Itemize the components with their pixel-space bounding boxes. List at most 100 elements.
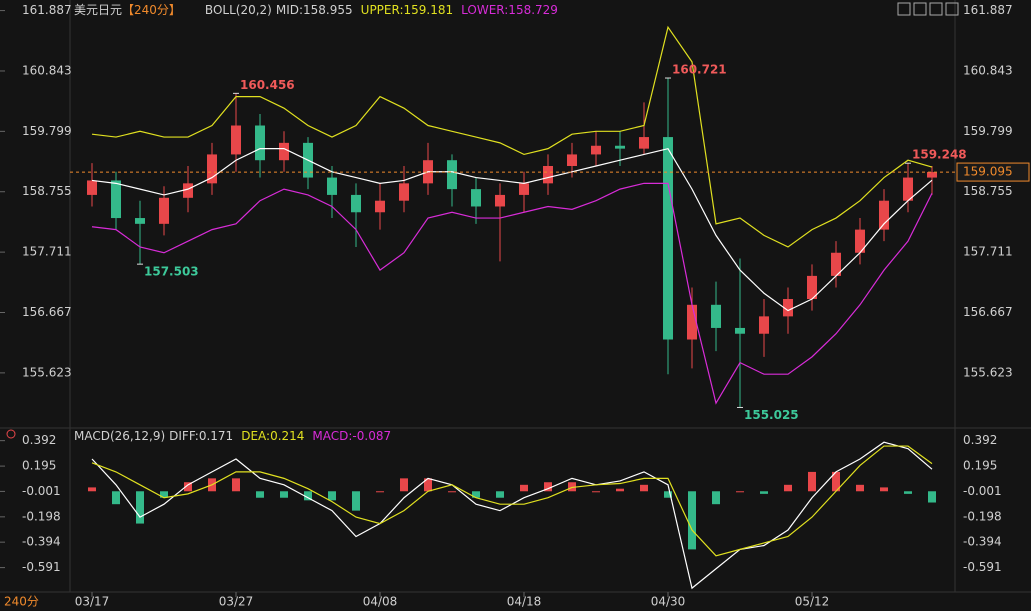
- macd-tick-label-right: 0.195: [963, 459, 997, 473]
- macd-bar: [832, 471, 840, 492]
- candle-body: [759, 316, 769, 334]
- dea-label: DEA:0.214: [241, 429, 304, 443]
- macd-bar: [472, 491, 480, 498]
- macd-tick-label: -0.394: [22, 535, 61, 549]
- macd-bar: [904, 491, 912, 494]
- macd-bar: [160, 491, 168, 498]
- macd-bar: [568, 482, 576, 492]
- macd-tick-label-right: -0.394: [963, 535, 1002, 549]
- x-tick-label: 04/08: [363, 595, 398, 609]
- candle-body: [255, 125, 265, 161]
- macd-tick-label-right: -0.198: [963, 509, 1002, 523]
- period-selector[interactable]: 240分: [4, 595, 39, 609]
- y2-tick-label: 155.623: [963, 365, 1013, 379]
- candle-body: [831, 252, 841, 276]
- candle-body: [135, 218, 145, 224]
- extreme-label: 155.025: [744, 408, 799, 422]
- y-tick-label: 155.623: [22, 365, 72, 379]
- x-tick-label: 04/18: [507, 595, 542, 609]
- candle-body: [639, 137, 649, 149]
- macd-indicator: MACD(26,12,9): [74, 429, 165, 443]
- macd-icon[interactable]: [6, 429, 16, 439]
- candle-body: [663, 137, 673, 340]
- x-tick-label: 03/27: [219, 595, 254, 609]
- candle-body: [615, 145, 625, 149]
- macd-bar: [688, 491, 696, 550]
- tool-icon[interactable]: [929, 2, 943, 16]
- macd-bar: [256, 491, 264, 498]
- candle-body: [351, 194, 361, 213]
- candle-body: [591, 145, 601, 155]
- extreme-label: 159.248: [912, 148, 967, 162]
- macd-bar: [88, 487, 96, 492]
- y2-tick-label: 160.843: [963, 63, 1013, 77]
- macd-bar: [928, 491, 936, 503]
- y2-tick-label: 158.755: [963, 184, 1013, 198]
- symbol: 美元日元【240分】 BOLL(20,2) MID:158.955 UPPER:159…: [74, 3, 558, 17]
- extreme-label: 160.721: [672, 63, 727, 77]
- y-tick-label: 158.755: [22, 184, 72, 198]
- candle-body: [879, 200, 889, 230]
- tool-icon[interactable]: [945, 2, 959, 16]
- macd-bar: [784, 484, 792, 492]
- macd-bar: [664, 491, 672, 498]
- candle-body: [447, 160, 457, 190]
- boll-line: [91, 25, 933, 248]
- macd-bar: [592, 491, 600, 493]
- y-tick-label: 160.843: [22, 63, 72, 77]
- extreme-label: 157.503: [144, 265, 199, 279]
- y2-tick-label: 156.667: [963, 305, 1013, 319]
- y-tick-label: 159.799: [22, 124, 72, 138]
- tool-icon[interactable]: [913, 2, 927, 16]
- candle-body: [903, 177, 913, 201]
- macd-bar: [280, 491, 288, 498]
- candle-body: [279, 142, 289, 161]
- candle-body: [495, 194, 505, 207]
- extreme-label: 160.456: [240, 78, 295, 92]
- candle-body: [807, 275, 817, 300]
- macd-label: MACD:-0.087: [312, 429, 391, 443]
- macd-bar: [184, 482, 192, 492]
- macd-tick-label: -0.198: [22, 509, 61, 523]
- candle-body: [567, 154, 577, 166]
- indicator: BOLL(20,2): [205, 3, 272, 17]
- macd-tick-label: -0.591: [22, 560, 61, 574]
- macd-bar: [736, 491, 744, 493]
- macd-bar: [712, 491, 720, 505]
- macd-bar: [880, 487, 888, 492]
- macd-bar: [376, 491, 384, 493]
- x-tick-label: 05/12: [795, 595, 830, 609]
- mid-label: MID:158.955: [276, 3, 353, 17]
- boll-line: [91, 147, 933, 312]
- candle-body: [375, 200, 385, 213]
- macd-bar: [424, 478, 432, 492]
- macd-bar: [544, 482, 552, 492]
- candle-body: [399, 183, 409, 201]
- lower-label: LOWER:158.729: [461, 3, 558, 17]
- macd-header: MACD(26,12,9) DIFF:0.171 DEA:0.214 MACD:-0.…: [74, 429, 391, 443]
- candle-body: [711, 304, 721, 328]
- candle-body: [159, 197, 169, 224]
- candle-body: [183, 183, 193, 198]
- candle-body: [855, 229, 865, 253]
- macd-bar: [808, 471, 816, 492]
- macd-tick-label: 0.195: [22, 459, 56, 473]
- macd-bar: [328, 491, 336, 501]
- y2-tick-label: 159.799: [963, 124, 1013, 138]
- y-tick-label: 157.711: [22, 245, 72, 259]
- macd-bar: [640, 484, 648, 492]
- y-tick-label: 156.667: [22, 305, 72, 319]
- candle-body: [327, 177, 337, 195]
- tool-icon[interactable]: [897, 2, 911, 16]
- candle-body: [735, 327, 745, 334]
- macd-bar: [448, 491, 456, 493]
- macd-bar: [496, 491, 504, 498]
- y2-tick-label: 161.887: [963, 3, 1013, 17]
- macd-tick-label-right: -0.001: [963, 484, 1002, 498]
- macd-bar: [760, 491, 768, 494]
- candle-body: [87, 180, 97, 195]
- y2-tick-label: 157.711: [963, 245, 1013, 259]
- y-tick-label: 161.887: [22, 3, 72, 17]
